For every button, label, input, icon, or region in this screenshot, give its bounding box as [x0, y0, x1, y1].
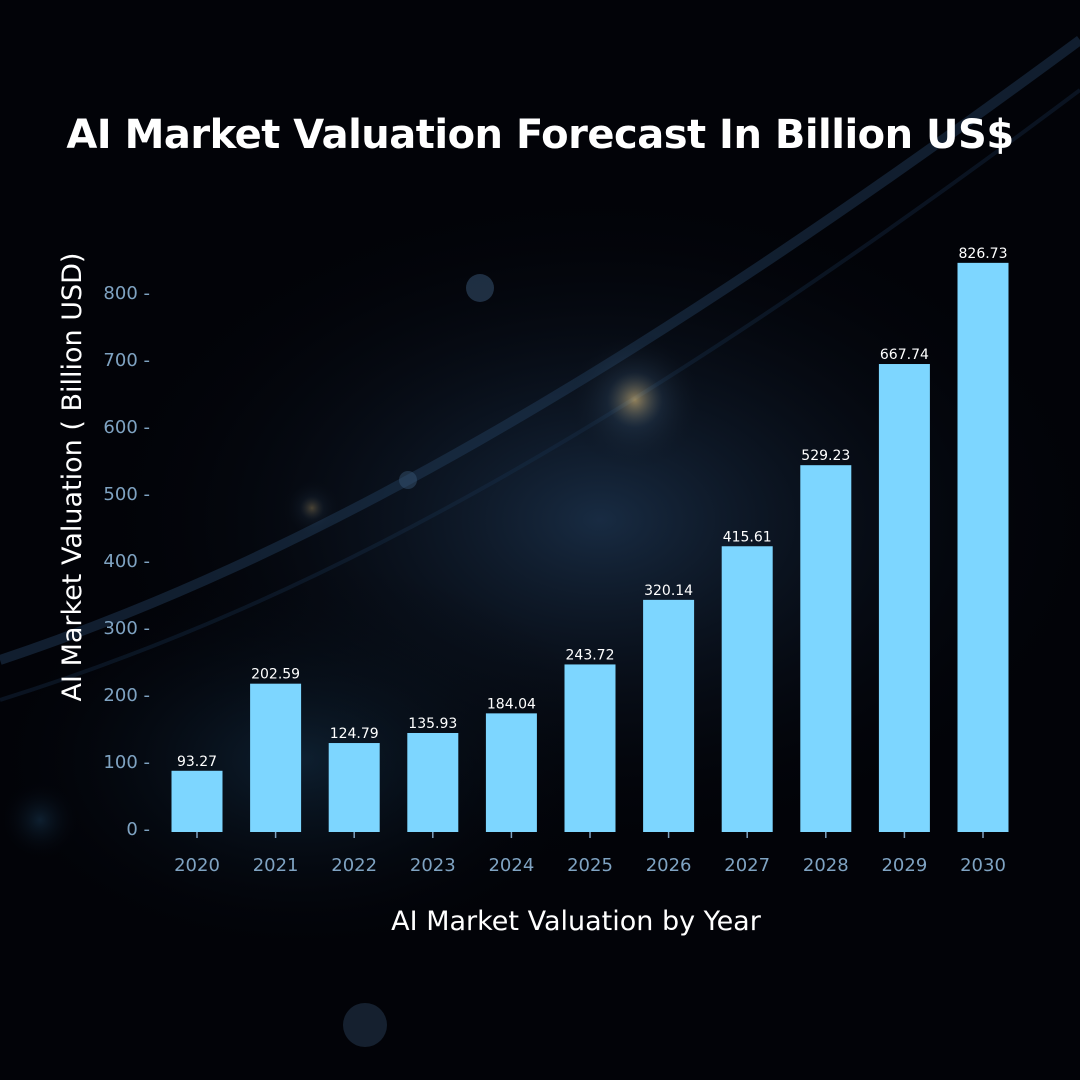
y-tick-label: 600 - — [103, 417, 150, 438]
bar — [407, 732, 459, 832]
bar — [643, 599, 695, 832]
bar-value-label: 93.27 — [177, 754, 217, 770]
bars-group: 93.27 202.59 124.79 135.93 184.04 243.72 320.1… — [171, 246, 1009, 833]
y-tick-label: 400 - — [103, 551, 150, 572]
y-tick-label: 300 - — [103, 618, 150, 639]
x-tick-label: 2021 — [253, 855, 299, 876]
x-axis-ticks: 2020 2021 2022 2023 2024 2025 2026 2027 2028 2029… — [174, 832, 1006, 876]
bar-value-label: 135.93 — [408, 716, 457, 732]
x-tick-label: 2025 — [567, 855, 613, 876]
bar-value-label: 415.61 — [723, 529, 772, 545]
x-axis-title: AI Market Valuation by Year — [391, 906, 762, 937]
bar — [485, 713, 537, 832]
bar-value-label: 529.23 — [801, 448, 850, 464]
bar — [957, 262, 1009, 833]
bar-value-label: 667.74 — [880, 347, 929, 363]
x-tick-label: 2026 — [646, 855, 692, 876]
x-tick-label: 2029 — [881, 855, 927, 876]
bar-value-label: 243.72 — [566, 647, 615, 663]
bar-value-label: 320.14 — [644, 583, 693, 599]
x-tick-label: 2022 — [331, 855, 377, 876]
y-tick-label: 700 - — [103, 350, 150, 371]
y-tick-label: 100 - — [103, 752, 150, 773]
y-axis-title: AI Market Valuation ( Billion USD) — [57, 253, 88, 702]
x-tick-label: 2023 — [410, 855, 456, 876]
y-tick-label: 200 - — [103, 685, 150, 706]
y-tick-label: 500 - — [103, 484, 150, 505]
bar-value-label: 124.79 — [330, 726, 379, 742]
y-tick-label: 0 - — [126, 819, 150, 840]
bar-value-label: 202.59 — [251, 667, 300, 683]
x-tick-label: 2024 — [488, 855, 534, 876]
bar — [800, 465, 852, 832]
bar-value-label: 826.73 — [959, 246, 1008, 262]
x-tick-label: 2030 — [960, 855, 1006, 876]
x-tick-label: 2027 — [724, 855, 770, 876]
bar — [878, 364, 930, 832]
y-tick-label: 800 - — [103, 283, 150, 304]
bar — [171, 770, 223, 832]
bar — [250, 683, 302, 832]
x-tick-label: 2028 — [803, 855, 849, 876]
bar — [328, 743, 380, 832]
y-axis-ticks: 0 - 100 - 200 - 300 - 400 - 500 - 600 - 700 - 80… — [103, 283, 150, 840]
bar — [721, 546, 773, 832]
bar-value-label: 184.04 — [487, 696, 536, 712]
x-tick-label: 2020 — [174, 855, 220, 876]
chart-title: AI Market Valuation Forecast In Billion … — [66, 112, 1014, 158]
bar — [564, 664, 616, 832]
